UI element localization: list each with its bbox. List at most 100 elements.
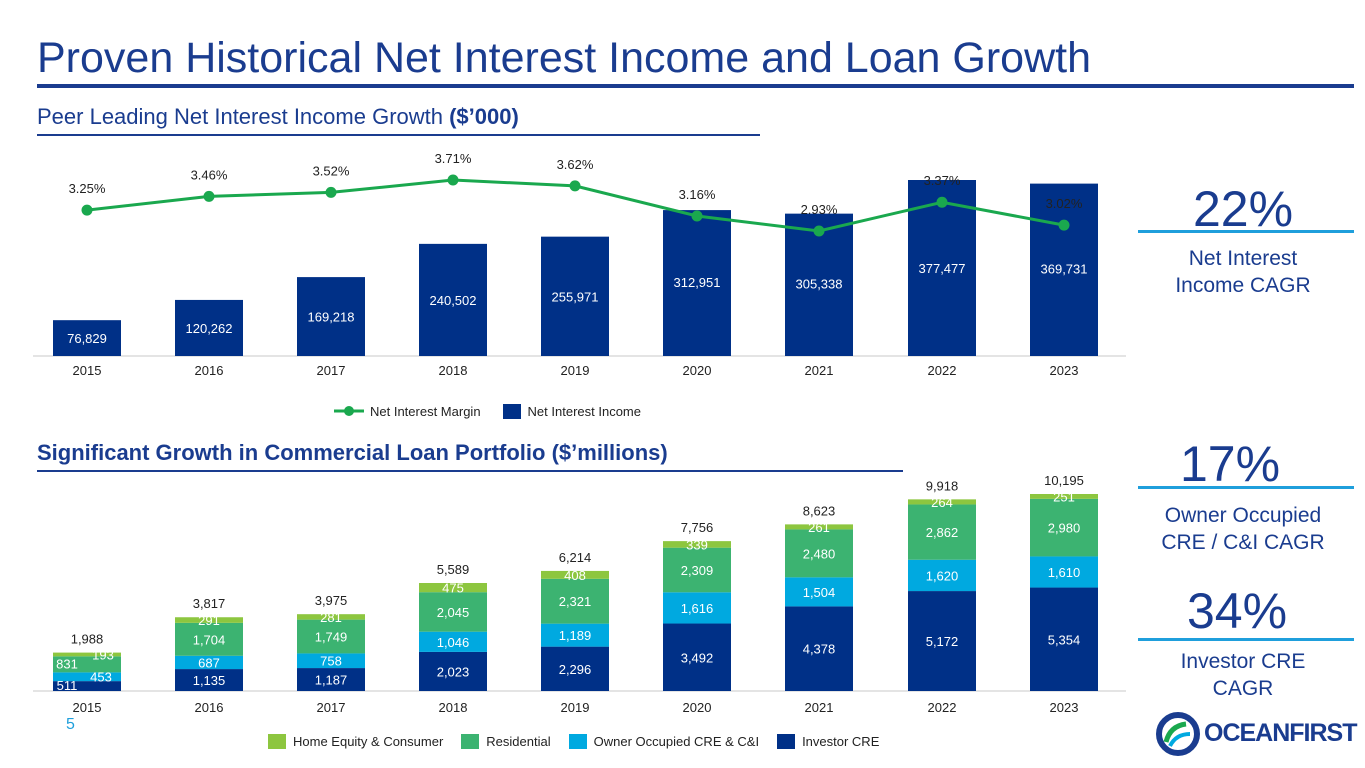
nim-point-2017 xyxy=(325,186,337,198)
loan-investor-label-2018: 2,023 xyxy=(437,664,470,679)
kpi-investor-label-line2: CAGR xyxy=(1212,677,1274,700)
loan-investor-bar-2018 xyxy=(419,651,487,691)
kpi-nii-label-line2: Income CAGR xyxy=(1175,274,1311,297)
nii-bar-2016 xyxy=(175,299,243,356)
kpi-owner-occupied-label: Owner Occupied CRE / C&I CAGR xyxy=(1133,502,1353,556)
loan-x-tick-2018: 2018 xyxy=(439,700,468,715)
nii-x-tick-2015: 2015 xyxy=(73,363,102,378)
nii-chart-heading: Peer Leading Net Interest Income Growth … xyxy=(37,104,519,130)
nim-point-2015 xyxy=(81,204,93,216)
loan-home-equity-bar-2020 xyxy=(663,541,731,548)
kpi-investor-label: Investor CRE CAGR xyxy=(1133,648,1353,702)
loan-residential-bar-2020 xyxy=(663,547,731,593)
loan-home-equity-bar-2023 xyxy=(1030,494,1098,499)
loan-home-equity-label-2021: 261 xyxy=(808,520,830,535)
title-divider xyxy=(37,84,1354,88)
loan-home-equity-bar-2015 xyxy=(53,652,121,657)
nii-bar-2019 xyxy=(541,236,609,356)
nii-x-tick-2016: 2016 xyxy=(195,363,224,378)
loan-home-equity-label-2015: 193 xyxy=(92,647,114,662)
loan-x-tick-2022: 2022 xyxy=(928,700,957,715)
nii-bar-label-2016: 120,262 xyxy=(186,321,233,336)
nii-bar-2021 xyxy=(785,213,853,356)
legend-owner-occupied: Owner Occupied CRE & C&I xyxy=(593,734,760,749)
loan-investor-label-2019: 2,296 xyxy=(559,662,592,677)
nii-bar-2020 xyxy=(663,210,731,356)
nii-bar-label-2022: 377,477 xyxy=(919,261,966,276)
page-title: Proven Historical Net Interest Income an… xyxy=(37,34,1092,82)
loan-residential-label-2017: 1,749 xyxy=(315,630,348,645)
loan-residential-bar-2015 xyxy=(53,656,121,673)
loan-total-label-2020: 7,756 xyxy=(681,520,714,535)
oceanfirst-logo-icon xyxy=(1156,712,1200,756)
loan-residential-label-2016: 1,704 xyxy=(193,632,226,647)
loan-owner-occupied-bar-2022 xyxy=(908,559,976,592)
nim-point-2018 xyxy=(447,174,459,186)
loan-total-label-2022: 9,918 xyxy=(926,478,959,493)
kpi-owner-occupied-label-line2: CRE / C&I CAGR xyxy=(1161,531,1325,554)
loan-home-equity-label-2020: 339 xyxy=(686,537,708,552)
loan-x-tick-2017: 2017 xyxy=(317,700,346,715)
loan-total-label-2019: 6,214 xyxy=(559,550,592,565)
nii-x-tick-2019: 2019 xyxy=(561,363,590,378)
loan-residential-label-2019: 2,321 xyxy=(559,594,592,609)
legend-investor: Investor CRE xyxy=(802,734,880,749)
nii-bar-label-2018: 240,502 xyxy=(430,293,477,308)
loan-investor-bar-2023 xyxy=(1030,587,1098,691)
loan-investor-bar-2015 xyxy=(53,681,121,691)
legend-bar-swatch xyxy=(502,403,521,419)
loan-residential-label-2022: 2,862 xyxy=(926,525,959,540)
loan-heading-divider xyxy=(37,470,903,472)
kpi-nii-cagr-value: 22% xyxy=(1192,181,1294,237)
loan-residential-bar-2021 xyxy=(785,529,853,578)
kpi-investor-label-line1: Investor CRE xyxy=(1180,650,1306,673)
loan-x-tick-2015: 2015 xyxy=(73,700,102,715)
loan-total-label-2018: 5,589 xyxy=(437,562,470,577)
nim-label-2018: 3.71% xyxy=(435,151,472,166)
loan-home-equity-label-2019: 408 xyxy=(564,568,586,583)
legend-home-equity: Home Equity & Consumer xyxy=(293,734,444,749)
nii-legend: Net Interest Margin Net Interest Income xyxy=(334,403,641,419)
nii-bar-label-2020: 312,951 xyxy=(674,275,721,290)
loan-residential-label-2020: 2,309 xyxy=(681,563,714,578)
nii-bar-label-2015: 76,829 xyxy=(67,331,107,346)
legend-net-interest-margin: Net Interest Margin xyxy=(370,403,481,419)
page-number: 5 xyxy=(66,716,75,733)
nii-heading-divider xyxy=(37,134,760,136)
oceanfirst-logo: OCEANFIRST xyxy=(1156,712,1357,756)
loan-investor-bar-2019 xyxy=(541,646,609,691)
loan-investor-label-2021: 4,378 xyxy=(803,642,836,657)
nii-x-tick-2018: 2018 xyxy=(439,363,468,378)
loan-owner-occupied-bar-2021 xyxy=(785,577,853,607)
loan-owner-occupied-label-2019: 1,189 xyxy=(559,628,592,643)
loan-total-label-2016: 3,817 xyxy=(193,596,226,611)
loan-investor-label-2022: 5,172 xyxy=(926,634,959,649)
nii-bar-label-2019: 255,971 xyxy=(552,289,599,304)
loan-owner-occupied-bar-2023 xyxy=(1030,556,1098,588)
legend-line-swatch xyxy=(334,406,364,416)
loan-owner-occupied-label-2022: 1,620 xyxy=(926,568,959,583)
nii-bar-2015 xyxy=(53,320,121,356)
loan-home-equity-label-2016: 291 xyxy=(198,613,220,628)
loan-home-equity-label-2023: 251 xyxy=(1053,489,1075,504)
kpi-nii-label: Net Interest Income CAGR xyxy=(1133,245,1353,299)
loan-owner-occupied-label-2021: 1,504 xyxy=(803,585,836,600)
loan-investor-label-2020: 3,492 xyxy=(681,650,714,665)
nii-x-tick-2022: 2022 xyxy=(928,363,957,378)
loan-home-equity-label-2022: 264 xyxy=(931,495,953,510)
loan-owner-occupied-label-2017: 758 xyxy=(320,654,342,669)
legend-residential: Residential xyxy=(486,734,551,749)
nii-bar-2023 xyxy=(1030,183,1098,356)
loan-x-tick-2021: 2021 xyxy=(805,700,834,715)
loan-total-label-2021: 8,623 xyxy=(803,503,836,518)
legend-net-interest-income: Net Interest Income xyxy=(527,403,641,419)
loan-home-equity-bar-2018 xyxy=(419,583,487,593)
kpi-owner-occupied-label-line1: Owner Occupied xyxy=(1164,504,1322,527)
nim-label-2022: 3.37% xyxy=(924,173,961,188)
nii-x-tick-2023: 2023 xyxy=(1050,363,1079,378)
legend-residential-swatch xyxy=(461,734,480,749)
loan-home-equity-bar-2016 xyxy=(175,617,243,623)
loan-residential-bar-2018 xyxy=(419,592,487,632)
nim-label-2020: 3.16% xyxy=(679,187,716,202)
nim-label-2019: 3.62% xyxy=(557,157,594,172)
